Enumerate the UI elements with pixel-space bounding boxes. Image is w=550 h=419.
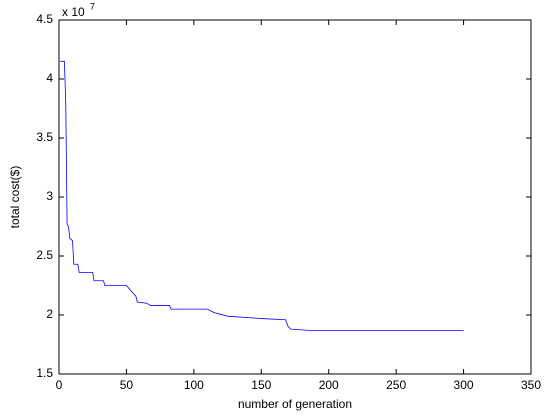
x-tick-label: 0 (56, 378, 63, 392)
x-tick-label: 150 (251, 378, 271, 392)
x-tick-label: 350 (521, 378, 541, 392)
y-exponent-base: x 10 (62, 5, 85, 19)
y-tick-label: 1.5 (36, 366, 53, 380)
y-tick-label: 2 (46, 307, 53, 321)
y-tick-label: 3.5 (36, 130, 53, 144)
y-tick-label: 2.5 (36, 248, 53, 262)
y-tick-label: 3 (46, 189, 53, 203)
y-axis-label: total cost($) (8, 166, 22, 229)
y-tick-label: 4 (46, 71, 53, 85)
y-tick-label: 4.5 (36, 12, 53, 26)
x-tick-label: 300 (454, 378, 474, 392)
x-tick-label: 250 (386, 378, 406, 392)
x-tick-label: 100 (184, 378, 204, 392)
line-series (60, 60, 464, 331)
x-tick-label: 200 (319, 378, 339, 392)
y-exponent: 7 (90, 1, 95, 11)
x-axis-label: number of generation (238, 397, 352, 411)
x-tick-label: 50 (120, 378, 134, 392)
